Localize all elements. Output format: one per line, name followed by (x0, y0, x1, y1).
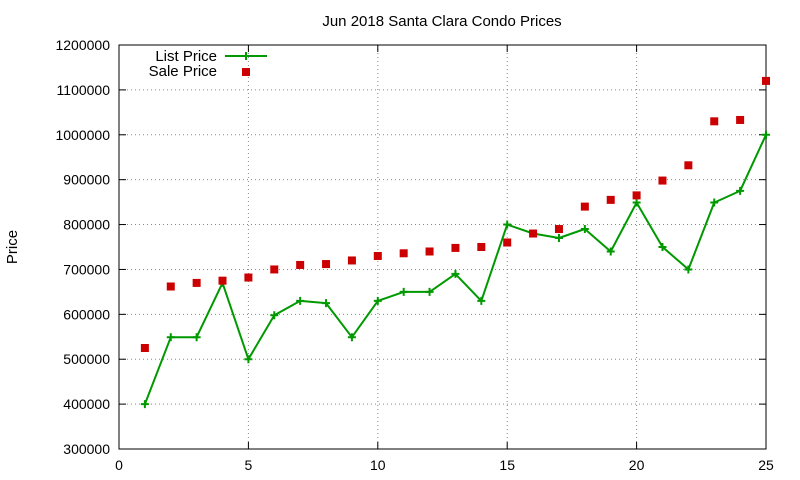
sale-price-point (632, 191, 641, 200)
list-price-point (632, 198, 641, 207)
legend-label-list-price: List Price (155, 48, 217, 65)
series-marks (140, 76, 770, 409)
list-price-point (736, 186, 745, 195)
list-price-point (684, 265, 693, 274)
list-price-point (606, 247, 615, 256)
x-tick-label: 10 (370, 457, 386, 473)
sale-price-point (425, 247, 434, 256)
list-price-point (192, 333, 201, 342)
list-price-point (373, 296, 382, 305)
legend-swatch-list-price-marker (242, 52, 250, 60)
list-price-point (477, 296, 486, 305)
list-price-point (503, 220, 512, 229)
x-tick-label: 20 (629, 457, 645, 473)
x-tick-label: 0 (115, 457, 123, 473)
legend-label-sale-price: Sale Price (149, 63, 217, 80)
y-tick-label: 700000 (63, 261, 110, 277)
sale-price-point (736, 115, 745, 124)
y-tick-label: 1000000 (55, 127, 110, 143)
sale-price-point (762, 76, 770, 85)
list-price-point (322, 299, 331, 308)
grid-lines (119, 45, 766, 449)
y-tick-label: 1100000 (57, 82, 111, 98)
sale-price-point (684, 161, 693, 170)
list-price-point (347, 333, 356, 342)
sale-price-point (658, 176, 667, 185)
legend-swatch-sale-price (242, 68, 250, 76)
sale-price-point (347, 256, 356, 265)
x-tick-label: 25 (758, 457, 774, 473)
sale-price-point (296, 260, 305, 269)
list-price-point (399, 287, 408, 296)
sale-price-point (166, 282, 175, 291)
sale-price-point (270, 265, 279, 274)
list-price-point (580, 225, 589, 234)
y-tick-label: 600000 (63, 306, 110, 322)
sale-price-point (554, 225, 563, 234)
sale-price-point (580, 202, 589, 211)
y-tick-label: 900000 (63, 172, 110, 188)
list-price-point (710, 198, 719, 207)
sale-price-point (710, 117, 719, 126)
chart-title: Jun 2018 Santa Clara Condo Prices (322, 13, 561, 30)
list-price-point (762, 130, 770, 139)
list-price-point (140, 400, 149, 409)
sale-price-point (477, 243, 486, 251)
list-price-point (658, 243, 667, 251)
sale-price-point (140, 344, 149, 352)
list-price-point (270, 311, 279, 320)
sale-price-point (192, 278, 201, 287)
axis-ticks: 300000 400000 500000 600000 700000 800000 9000… (55, 37, 774, 473)
y-axis-label: Price (4, 230, 21, 264)
list-price-point (451, 269, 460, 278)
sale-price-point (451, 243, 460, 252)
y-tick-label: 500000 (63, 351, 110, 367)
x-tick-label: 15 (499, 457, 515, 473)
plot-frame (118, 44, 767, 450)
x-tick-label: 5 (245, 457, 253, 473)
sale-price-point (244, 273, 253, 282)
sale-price-point (503, 238, 512, 247)
sale-price-point (373, 251, 382, 260)
y-tick-label: 800000 (63, 217, 110, 233)
y-tick-label: 400000 (63, 396, 110, 412)
list-price-point (244, 355, 253, 364)
y-tick-label: 300000 (63, 441, 110, 457)
list-price-point (296, 296, 305, 305)
sale-price-point (322, 260, 331, 269)
list-price-point (425, 287, 434, 296)
y-tick-label: 1200000 (55, 37, 110, 53)
sale-price-point (399, 249, 408, 258)
list-price-point (166, 333, 175, 342)
list-price-point (554, 234, 563, 243)
sale-price-point (529, 229, 538, 238)
sale-price-point (218, 276, 227, 285)
sale-price-point (606, 195, 615, 204)
